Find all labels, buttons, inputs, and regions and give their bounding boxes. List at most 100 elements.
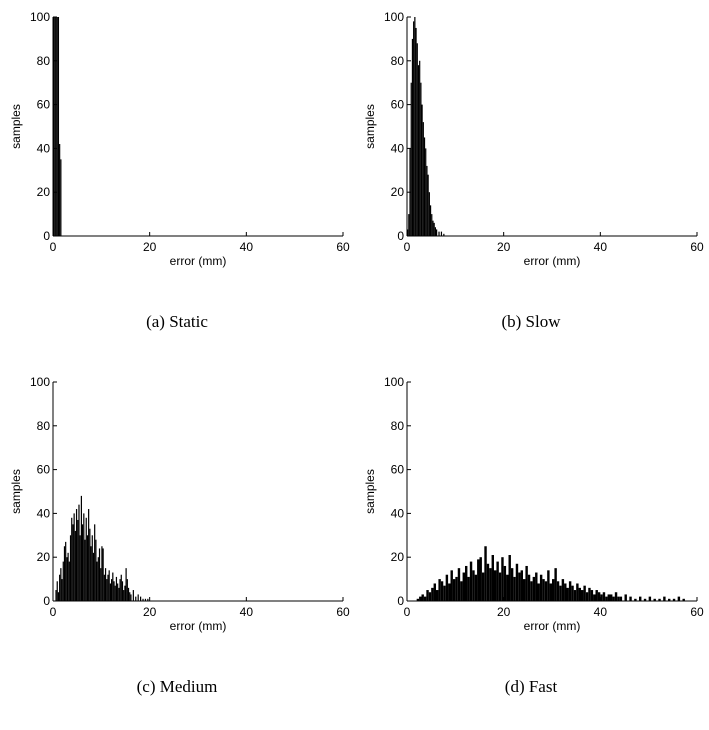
histogram-bar (452, 579, 456, 601)
histogram-bar (544, 581, 548, 601)
histogram-bar (513, 576, 516, 601)
histogram-bar (484, 546, 487, 601)
x-tick-label: 60 (336, 605, 350, 619)
histogram-bar (101, 546, 103, 601)
histogram-bar (491, 555, 494, 601)
y-tick-label: 80 (37, 419, 51, 433)
histogram-bar (668, 598, 671, 601)
histogram-bar (653, 598, 656, 601)
panel-slow: 0 20 40 60 80 100 0 20 40 60 error (mm) samples (b)… (354, 0, 708, 365)
histogram-bar (605, 596, 608, 601)
histogram-bar (523, 579, 526, 601)
histogram-bar (89, 528, 91, 601)
y-tick-label: 20 (37, 550, 51, 564)
histogram-bar (82, 524, 84, 601)
histogram-bar (119, 579, 121, 601)
histogram-bar (83, 513, 85, 601)
histogram-bar (672, 598, 676, 601)
x-tick-label: 40 (240, 605, 254, 619)
x-axis-label: error (mm) (524, 254, 581, 268)
histogram-bar (600, 594, 603, 601)
histogram-bar (67, 552, 69, 601)
histogram-medium: 0 20 40 60 80 100 0 20 40 60 error (mm) samples (9, 375, 350, 633)
histogram-bar (624, 594, 627, 601)
histogram-static: 0 20 40 60 80 100 0 20 40 60 error (mm) samples (9, 10, 350, 268)
histogram-bar (445, 574, 449, 601)
histogram-bar (443, 233, 445, 236)
x-tick-label: 40 (594, 605, 608, 619)
histogram-bar (438, 231, 440, 236)
histogram-bar (112, 572, 114, 601)
histogram-bar (72, 524, 74, 601)
histogram-bar (477, 559, 480, 601)
histogram-bar (443, 585, 446, 601)
histogram-bar (85, 517, 87, 601)
histogram-bar (420, 82, 422, 236)
histogram-bar (71, 517, 73, 601)
y-tick-label: 100 (30, 375, 50, 389)
histogram-bar (568, 581, 572, 601)
histogram-bar (419, 596, 422, 601)
histogram-bar (559, 585, 562, 601)
histogram-bar (590, 590, 594, 601)
histogram-bar (643, 598, 647, 601)
histogram-bar (552, 579, 555, 601)
histogram-bar (130, 594, 132, 601)
histogram-bar (542, 579, 545, 601)
caption-medium: (c) Medium (136, 677, 218, 696)
histogram-bar (132, 590, 134, 601)
histogram-bar (125, 568, 127, 601)
y-tick-label: 60 (37, 98, 51, 112)
histogram-bar (489, 568, 492, 601)
histogram-bar (413, 21, 415, 236)
histogram-bar (479, 557, 482, 601)
histogram-bar (124, 585, 126, 601)
histogram-bar (595, 590, 598, 601)
histogram-bar (425, 148, 427, 236)
bars (407, 17, 445, 237)
x-tick-label: 20 (143, 240, 157, 254)
histogram-bar (97, 557, 99, 601)
histogram-bar (431, 214, 433, 236)
histogram-bar (416, 598, 420, 601)
histogram-bar (539, 574, 543, 601)
histogram-bar (142, 598, 144, 601)
histogram-bar (438, 579, 441, 601)
bars (416, 546, 685, 601)
histogram-fast: 0 20 40 60 80 100 0 20 40 60 error (mm) samples (363, 375, 704, 633)
histogram-bar (56, 17, 58, 236)
histogram-bar (515, 563, 519, 601)
histogram-bar (59, 144, 61, 236)
x-tick-label: 40 (240, 240, 254, 254)
histogram-bar (629, 596, 632, 601)
y-tick-label: 40 (37, 141, 51, 155)
y-tick-label: 80 (391, 54, 405, 68)
histogram-bar (429, 205, 432, 236)
histogram-bar (417, 65, 420, 237)
histogram-bar (510, 568, 514, 601)
histogram-bar (426, 590, 429, 601)
histogram-bar (56, 581, 58, 601)
x-axis-label: error (mm) (170, 254, 227, 268)
histogram-bar (96, 561, 98, 601)
histogram-bar (612, 596, 615, 601)
histogram-bar (433, 583, 436, 601)
histogram-bar (573, 590, 577, 601)
y-axis-label: samples (363, 469, 377, 514)
x-tick-label: 0 (50, 605, 57, 619)
histogram-bar (547, 570, 550, 601)
histogram-bar (428, 592, 432, 601)
histogram-bar (663, 596, 666, 601)
histogram-bar (677, 596, 681, 601)
histogram-bar (410, 82, 412, 236)
histogram-bar (537, 583, 540, 601)
histogram-bar (658, 598, 661, 601)
histogram-bar (472, 570, 475, 601)
x-tick-label: 60 (690, 605, 704, 619)
y-tick-label: 0 (43, 594, 50, 608)
histogram-bar (610, 594, 613, 601)
histogram-bar (436, 590, 439, 601)
histogram-bar (102, 548, 104, 601)
histogram-bar (501, 557, 504, 601)
x-tick-label: 20 (497, 240, 511, 254)
